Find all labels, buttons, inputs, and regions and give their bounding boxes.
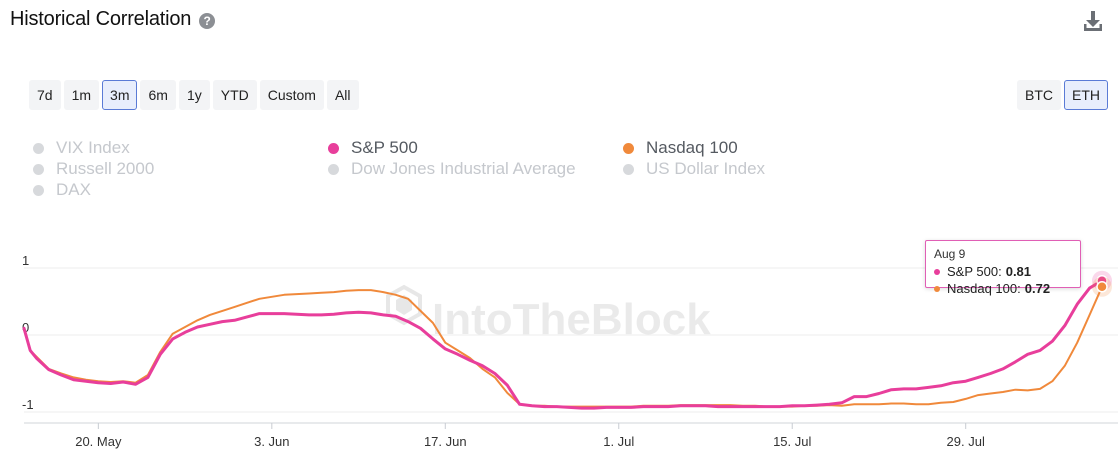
legend-dot: [328, 142, 339, 154]
tooltip-series-name: S&P 500: [947, 264, 999, 279]
legend-item-russell-2000[interactable]: Russell 2000: [33, 159, 154, 179]
legend-item-nasdaq-100[interactable]: Nasdaq 100: [623, 138, 738, 158]
legend-label: Russell 2000: [56, 159, 155, 178]
asset-selector: BTC ETH: [1017, 80, 1108, 110]
y-tick-label: 0: [22, 320, 29, 335]
chart-header: Historical Correlation ?: [10, 8, 216, 31]
tooltip-date: Aug 9: [934, 247, 966, 261]
legend-dot: [623, 163, 634, 175]
tooltip-dot: [934, 285, 940, 292]
chart-tooltip: Aug 9 S&P 500: 0.81 Nasdaq 100: 0.72: [925, 240, 1081, 296]
y-tick-label: -1: [22, 397, 34, 412]
tooltip-series-name: Nasdaq 100: [947, 281, 1018, 296]
legend-dot: [328, 163, 339, 175]
legend-item-vix-index[interactable]: VIX Index: [33, 138, 130, 158]
tooltip-value: 0.81: [1005, 264, 1032, 279]
legend-item-dow-jones[interactable]: Dow Jones Industrial Average: [328, 159, 576, 179]
legend-item-sp500[interactable]: S&P 500: [328, 138, 418, 158]
legend-label: Dow Jones Industrial Average: [351, 159, 576, 178]
range-1y-button[interactable]: 1y: [178, 80, 210, 110]
tooltip-value: 0.72: [1024, 281, 1051, 296]
x-tick-label: 20. May: [75, 434, 122, 449]
time-range-selector: 7d 1m 3m 6m 1y YTD Custom All: [29, 80, 359, 110]
series-line-sp500[interactable]: [22, 279, 1104, 410]
tooltip-row-nasdaq: Nasdaq 100: 0.72: [934, 280, 1080, 297]
tooltip-row-sp500: S&P 500: 0.81: [934, 263, 1080, 280]
range-1m-button[interactable]: 1m: [63, 80, 100, 110]
legend-label: US Dollar Index: [646, 159, 766, 178]
x-tick-label: 3. Jun: [254, 434, 289, 449]
x-tick-label: 15. Jul: [773, 434, 811, 449]
legend-dot: [33, 163, 44, 175]
legend-label: DAX: [56, 180, 91, 199]
x-tick-label: 17. Jun: [424, 434, 467, 449]
help-icon[interactable]: ?: [199, 13, 216, 29]
chart-title: Historical Correlation: [10, 8, 192, 30]
range-3m-button[interactable]: 3m: [102, 80, 138, 110]
range-ytd-button[interactable]: YTD: [212, 80, 257, 110]
watermark: IntoTheBlock: [386, 284, 711, 344]
chart-legend: VIX Index Russell 2000 DAX S&P 500 Dow J…: [0, 138, 1120, 202]
legend-dot: [623, 142, 634, 154]
range-all-button[interactable]: All: [326, 80, 359, 110]
legend-item-dax[interactable]: DAX: [33, 180, 91, 200]
watermark-text: IntoTheBlock: [432, 295, 711, 344]
asset-btc-button[interactable]: BTC: [1017, 80, 1061, 110]
tooltip-dot: [934, 268, 940, 275]
legend-item-us-dollar-index[interactable]: US Dollar Index: [623, 159, 765, 179]
legend-dot: [33, 142, 44, 154]
legend-label: Nasdaq 100: [646, 138, 738, 157]
x-tick-label: 29. Jul: [947, 434, 985, 449]
x-tick-label: 1. Jul: [603, 434, 634, 449]
y-tick-label: 1: [22, 253, 29, 268]
legend-dot: [33, 184, 44, 196]
legend-label: S&P 500: [351, 138, 418, 157]
legend-label: VIX Index: [56, 138, 130, 157]
range-custom-button[interactable]: Custom: [259, 80, 324, 110]
range-7d-button[interactable]: 7d: [29, 80, 61, 110]
asset-eth-button[interactable]: ETH: [1064, 80, 1108, 110]
hover-point[interactable]: [1096, 281, 1108, 293]
download-icon[interactable]: [1082, 10, 1104, 32]
range-6m-button[interactable]: 6m: [140, 80, 176, 110]
